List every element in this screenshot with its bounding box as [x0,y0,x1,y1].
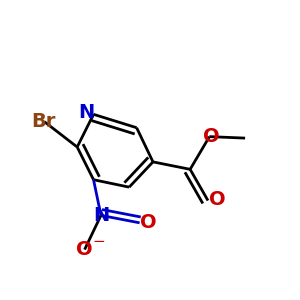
Text: O: O [208,190,225,208]
Text: O: O [76,240,93,259]
Text: −: − [92,234,105,249]
Text: O: O [202,127,219,146]
Text: O: O [140,213,156,232]
Text: N: N [93,206,109,225]
Text: Br: Br [31,112,55,131]
Text: N: N [78,103,94,122]
